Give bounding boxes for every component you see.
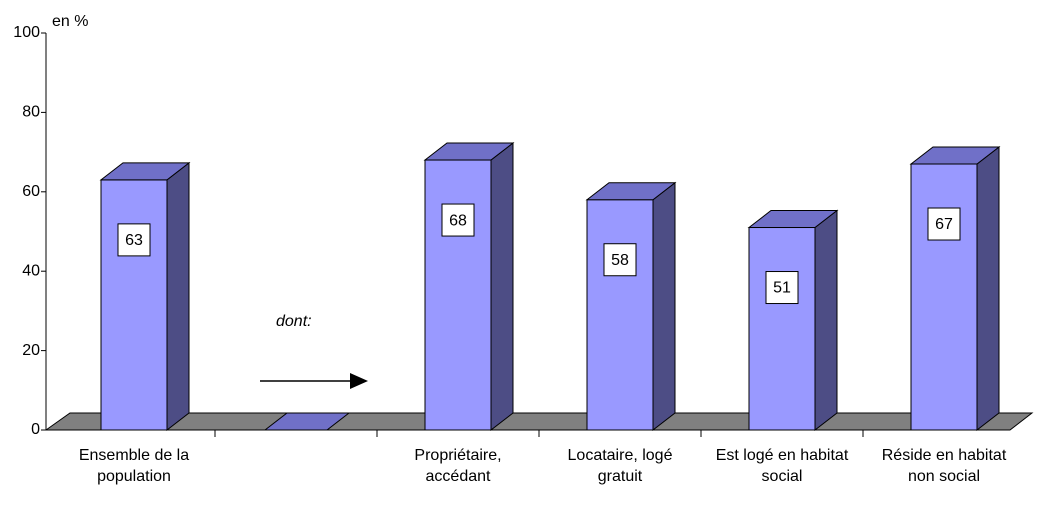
value-label: 63 [125, 232, 143, 249]
y-unit: en % [52, 13, 88, 30]
x-tick-label: Propriétaire, accédant [414, 447, 502, 485]
bar-side [976, 145, 1000, 432]
bar [100, 179, 168, 431]
y-tick-label: 40 [22, 262, 40, 279]
y-tick-label: 20 [22, 342, 40, 359]
bar [910, 163, 978, 431]
bar [586, 199, 654, 431]
bar-side [166, 161, 190, 432]
bar-top [909, 146, 1001, 165]
value-label-box [117, 223, 151, 257]
y-tick-label: 0 [31, 421, 40, 438]
x-tick-label: Ensemble de la population [78, 447, 190, 485]
x-tick-label: Est logé en habitat social [715, 447, 849, 485]
y-tick-label: 100 [13, 24, 40, 41]
bar-side [814, 209, 838, 432]
y-tick-label: 80 [22, 104, 40, 121]
arrow-head [350, 373, 368, 389]
bar-top [99, 162, 191, 181]
bar-side [490, 142, 514, 432]
bar [424, 159, 492, 431]
value-label: 67 [935, 216, 953, 233]
value-label-box [603, 243, 637, 277]
annotation: dont: [276, 313, 312, 330]
bar-top [747, 210, 839, 229]
value-label-box [765, 271, 799, 305]
value-label-box [441, 203, 475, 237]
bar-top [585, 182, 677, 201]
value-label-box [927, 207, 961, 241]
x-tick-label: Locataire, logé gratuit [567, 447, 673, 485]
value-label: 68 [449, 212, 467, 229]
value-label: 51 [773, 280, 791, 297]
floor [44, 412, 1034, 431]
bar-top [423, 142, 515, 161]
y-tick-label: 60 [22, 183, 40, 200]
x-tick-label: Réside en habitat non social [881, 447, 1007, 485]
bar [748, 227, 816, 431]
bar-side [652, 181, 676, 432]
value-label: 58 [611, 252, 629, 269]
